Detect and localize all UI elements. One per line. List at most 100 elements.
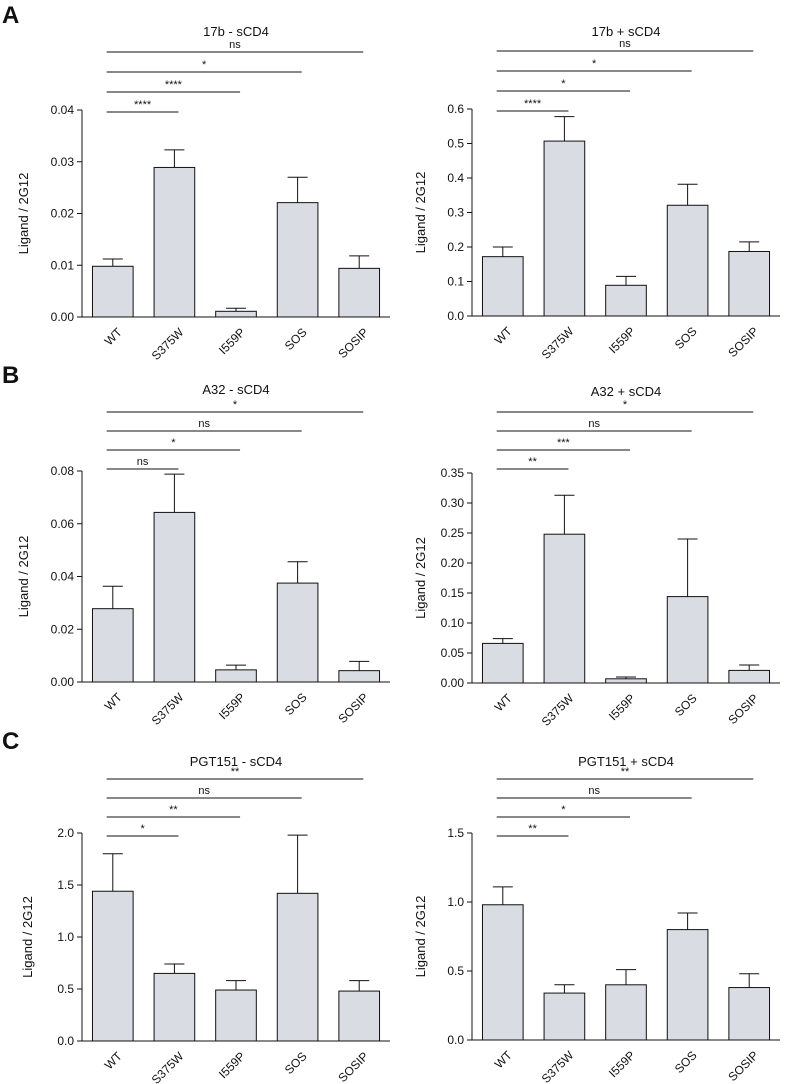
x-tick-label-sosip: SOSIP — [335, 1049, 371, 1084]
y-tick-label: 0.00 — [51, 310, 75, 324]
x-tick-label-wt: WT — [102, 325, 126, 349]
x-tick-label-sosip: SOSIP — [335, 325, 371, 361]
x-tick-label-sos: SOS — [282, 690, 310, 718]
bar-sosip — [728, 987, 771, 1041]
bar-i559p — [605, 678, 647, 684]
chart-a32-plus-scd4: A32 + sCD4 0.00 0.05 0.10 0.15 0.20 0.25 0.30 0.… — [413, 384, 780, 729]
bar-sos — [666, 596, 709, 684]
y-tick-label: 0.5 — [57, 982, 74, 996]
bar-sosip — [338, 990, 381, 1042]
y-axis-label: Ligand / 2G12 — [16, 173, 31, 255]
significance-label: *** — [557, 437, 571, 449]
bar-s375w — [543, 992, 586, 1041]
x-tick-label-s375w: S375W — [539, 1048, 577, 1084]
y-tick-label: 0.04 — [51, 103, 75, 117]
significance-label: **** — [524, 98, 542, 110]
y-axis-label: Ligand / 2G12 — [413, 172, 428, 254]
bar-wt — [91, 265, 134, 318]
x-tick-label-i559p: I559P — [216, 325, 248, 357]
bar-wt — [91, 890, 134, 1042]
y-tick-label: 0.35 — [441, 466, 465, 480]
bar-sosip — [338, 267, 381, 318]
significance-label: ** — [528, 823, 537, 835]
x-tick-label-sos: SOS — [672, 324, 700, 352]
bar-wt — [481, 904, 524, 1041]
x-tick-label-s375w: S375W — [149, 690, 187, 728]
bar-i559p — [215, 310, 257, 318]
y-tick-label: 0.5 — [447, 964, 464, 978]
chart-pgt151-minus-scd4: PGT151 - sCD4 0.0 0.5 1.0 1.5 2.0 Ligand / 2G1… — [20, 754, 390, 1084]
y-tick-label: 0.00 — [51, 675, 75, 689]
significance-label: ns — [229, 39, 241, 51]
chart-17b-minus-scd4: 17b - sCD4 0.00 0.01 0.02 0.03 0.04 Ligand / 2… — [16, 24, 390, 363]
significance-label: ** — [528, 456, 537, 468]
y-tick-label: 0.2 — [447, 240, 464, 254]
significance-label: **** — [165, 79, 183, 91]
significance-label: ns — [588, 785, 600, 797]
y-axis-label: Ligand / 2G12 — [413, 896, 428, 978]
bar-s375w — [153, 166, 196, 318]
significance-label: * — [623, 399, 628, 411]
bar-sos — [666, 929, 709, 1041]
y-tick-label: 0.05 — [441, 646, 465, 660]
significance-label: ns — [198, 785, 210, 797]
bar-i559p — [215, 989, 257, 1042]
chart-17b-plus-scd4: 17b + sCD4 0.0 0.1 0.2 0.3 0.4 0.5 0.6 Ligand / … — [413, 24, 780, 362]
y-tick-label: 0.0 — [57, 1034, 74, 1048]
significance-label: * — [233, 399, 238, 411]
y-tick-label: 0.00 — [441, 676, 465, 690]
chart-pgt151-plus-scd4: PGT151 + sCD4 0.0 0.5 1.0 1.5 Ligand / 2G12 WT… — [413, 754, 780, 1084]
y-tick-label: 0.02 — [51, 207, 75, 221]
x-tick-label-sosip: SOSIP — [725, 324, 761, 360]
y-tick-label: 2.0 — [57, 826, 74, 840]
y-tick-label: 0.5 — [447, 137, 464, 151]
significance-label: ** — [621, 766, 630, 778]
bar-i559p — [605, 284, 647, 317]
y-tick-label: 0.10 — [441, 616, 465, 630]
x-tick-label-s375w: S375W — [539, 324, 577, 362]
significance-label: * — [561, 78, 566, 90]
bar-sos — [276, 202, 319, 318]
significance-label: ns — [137, 456, 149, 468]
y-tick-label: 0.15 — [441, 586, 465, 600]
x-tick-label-wt: WT — [492, 691, 516, 715]
x-tick-label-i559p: I559P — [216, 690, 248, 722]
significance-label: * — [202, 59, 207, 71]
bar-sos — [276, 582, 319, 683]
x-tick-label-wt: WT — [492, 1048, 516, 1072]
chart-title: PGT151 + sCD4 — [578, 754, 674, 769]
x-tick-label-i559p: I559P — [606, 691, 638, 723]
y-tick-label: 0.01 — [51, 258, 75, 272]
chart-title: A32 + sCD4 — [591, 384, 661, 399]
bar-wt — [91, 608, 134, 683]
bar-s375w — [543, 533, 586, 684]
y-tick-label: 0.6 — [447, 102, 464, 116]
significance-label: **** — [134, 99, 152, 111]
x-tick-label-sosip: SOSIP — [335, 690, 371, 726]
significance-label: ** — [231, 766, 240, 778]
y-tick-label: 1.0 — [447, 895, 464, 909]
bar-sosip — [728, 250, 771, 317]
x-tick-label-wt: WT — [102, 690, 126, 714]
y-tick-label: 0.04 — [51, 570, 75, 584]
x-tick-label-s375w: S375W — [149, 1049, 187, 1084]
x-tick-label-s375w: S375W — [539, 691, 577, 729]
bar-sos — [276, 892, 319, 1042]
significance-label: ** — [169, 804, 178, 816]
x-tick-label-sos: SOS — [672, 691, 700, 719]
panel-letter-a: A — [2, 2, 20, 29]
x-tick-label-sos: SOS — [282, 325, 310, 353]
chart-title: A32 - sCD4 — [202, 382, 269, 397]
significance-label: * — [140, 823, 145, 835]
bar-wt — [481, 256, 524, 317]
y-tick-label: 0.0 — [447, 1033, 464, 1047]
y-axis-label: Ligand / 2G12 — [20, 896, 35, 978]
significance-label: ns — [198, 418, 210, 430]
bar-i559p — [215, 669, 257, 683]
bar-i559p — [605, 984, 647, 1041]
y-tick-label: 0.08 — [51, 464, 75, 478]
bar-sosip — [338, 670, 381, 683]
x-tick-label-sosip: SOSIP — [725, 691, 761, 727]
y-tick-label: 0.25 — [441, 526, 465, 540]
bar-s375w — [153, 511, 196, 683]
